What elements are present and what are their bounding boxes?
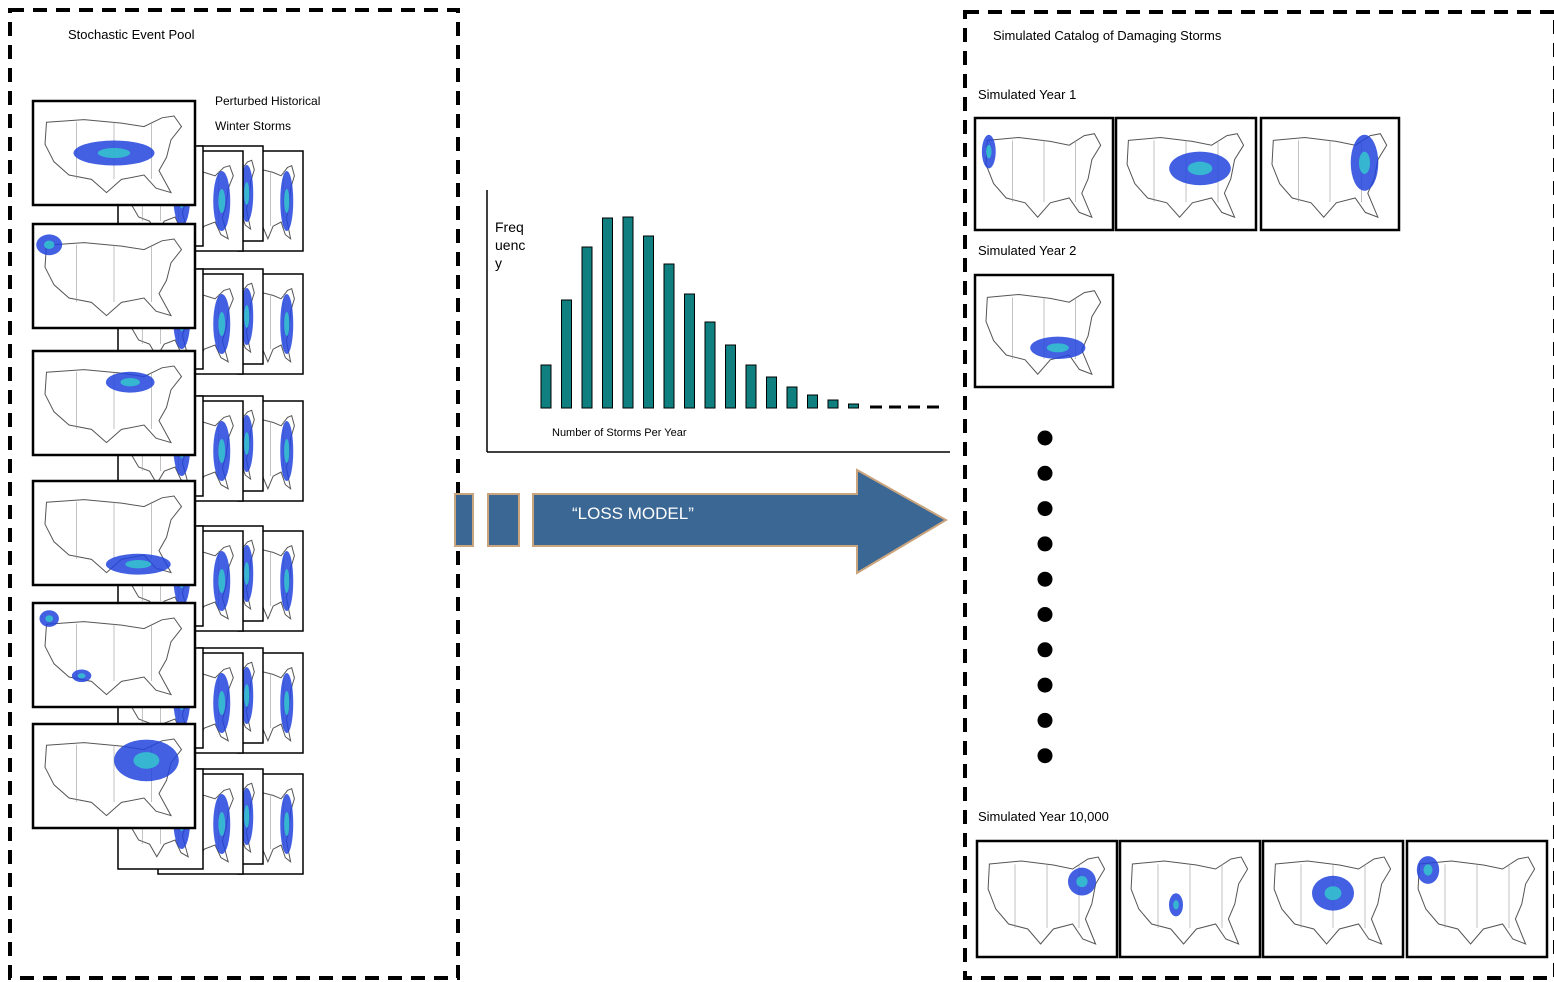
storm-map: [975, 118, 1113, 230]
storm-core: [244, 305, 249, 328]
storm-core: [218, 691, 225, 715]
ellipsis: [1038, 431, 1053, 764]
storm-map: [33, 101, 195, 205]
storm-core: [284, 439, 289, 463]
histogram-bars: [541, 217, 859, 408]
storm-core: [218, 569, 225, 593]
dot: [1038, 642, 1053, 657]
hist-bar: [767, 377, 777, 408]
year-label: Simulated Year 2: [978, 243, 1076, 258]
dot: [1038, 713, 1053, 728]
hist-bar: [787, 387, 797, 408]
storm-core: [1325, 886, 1342, 900]
arrow-label: “LOSS MODEL”: [572, 504, 694, 523]
storm-core: [244, 432, 249, 455]
pool-label: Perturbed Historical: [215, 94, 320, 108]
hist-bar: [664, 264, 674, 408]
storm-map: [33, 224, 195, 328]
storm-core: [244, 805, 249, 828]
storm-core: [1076, 876, 1087, 887]
hist-bar: [562, 300, 572, 408]
hist-bar: [849, 404, 859, 408]
dot: [1038, 607, 1053, 622]
hist-ylabel: y: [495, 255, 502, 271]
storm-core: [218, 439, 225, 463]
storm-core: [986, 145, 992, 158]
storm-map: [1407, 841, 1547, 957]
storm-map: [1120, 841, 1260, 957]
storm-map: [33, 724, 195, 828]
storm-map: [975, 275, 1113, 387]
hist-ylabel: Freq: [495, 219, 524, 235]
storm-core: [244, 562, 249, 585]
arrow-tail: [488, 494, 519, 546]
dot: [1038, 572, 1053, 587]
storm-core: [284, 691, 289, 715]
dot: [1038, 431, 1053, 446]
year-label: Simulated Year 10,000: [978, 809, 1109, 824]
storm-core: [244, 684, 249, 707]
storm-core: [284, 812, 289, 836]
hist-bar: [582, 247, 592, 408]
hist-xlabel: Number of Storms Per Year: [552, 427, 687, 439]
storm-core: [98, 148, 130, 158]
hist-bar: [541, 365, 551, 408]
storm-core: [1359, 152, 1370, 174]
storm-map: [33, 603, 195, 707]
year-label: Simulated Year 1: [978, 87, 1076, 102]
pool-label: Winter Storms: [215, 119, 291, 133]
storm-core: [78, 673, 86, 678]
storm-core: [1188, 162, 1213, 175]
storm-core: [120, 378, 139, 386]
diagram: Stochastic Event Pool Perturbed Historic…: [0, 0, 1554, 982]
storm-core: [45, 615, 53, 622]
right-panel-title: Simulated Catalog of Damaging Storms: [993, 28, 1222, 43]
hist-bar: [644, 236, 654, 408]
hist-ylabel: uenc: [495, 237, 525, 253]
storm-map: [1261, 118, 1399, 230]
left-panel-title: Stochastic Event Pool: [68, 27, 195, 42]
storm-core: [125, 560, 151, 568]
storm-map: [33, 481, 195, 585]
arrow-tail: [455, 494, 473, 546]
dot: [1038, 678, 1053, 693]
dot: [1038, 501, 1053, 516]
storm-core: [218, 312, 225, 336]
storm-core: [1173, 900, 1179, 909]
storm-core: [218, 812, 225, 836]
hist-bar: [828, 400, 838, 408]
storm-core: [133, 752, 159, 769]
storm-core: [244, 182, 249, 205]
hist-bar: [603, 218, 613, 408]
storm-core: [284, 189, 289, 213]
hist-bar: [705, 322, 715, 408]
storm-core: [44, 241, 54, 249]
hist-bar: [808, 395, 818, 408]
storm-core: [1047, 343, 1069, 352]
storm-map: [1116, 118, 1256, 230]
storm-map: [977, 841, 1117, 957]
hist-bar: [746, 365, 756, 408]
storm-map: [33, 351, 195, 455]
storm-core: [218, 189, 225, 213]
storm-core: [284, 569, 289, 593]
dot: [1038, 536, 1053, 551]
hist-bar: [685, 294, 695, 408]
hist-bar: [726, 345, 736, 408]
dot: [1038, 466, 1053, 481]
storm-core: [1424, 864, 1433, 875]
storm-map: [1263, 841, 1403, 957]
hist-bar: [623, 217, 633, 408]
dot: [1038, 748, 1053, 763]
storm-core: [284, 312, 289, 336]
